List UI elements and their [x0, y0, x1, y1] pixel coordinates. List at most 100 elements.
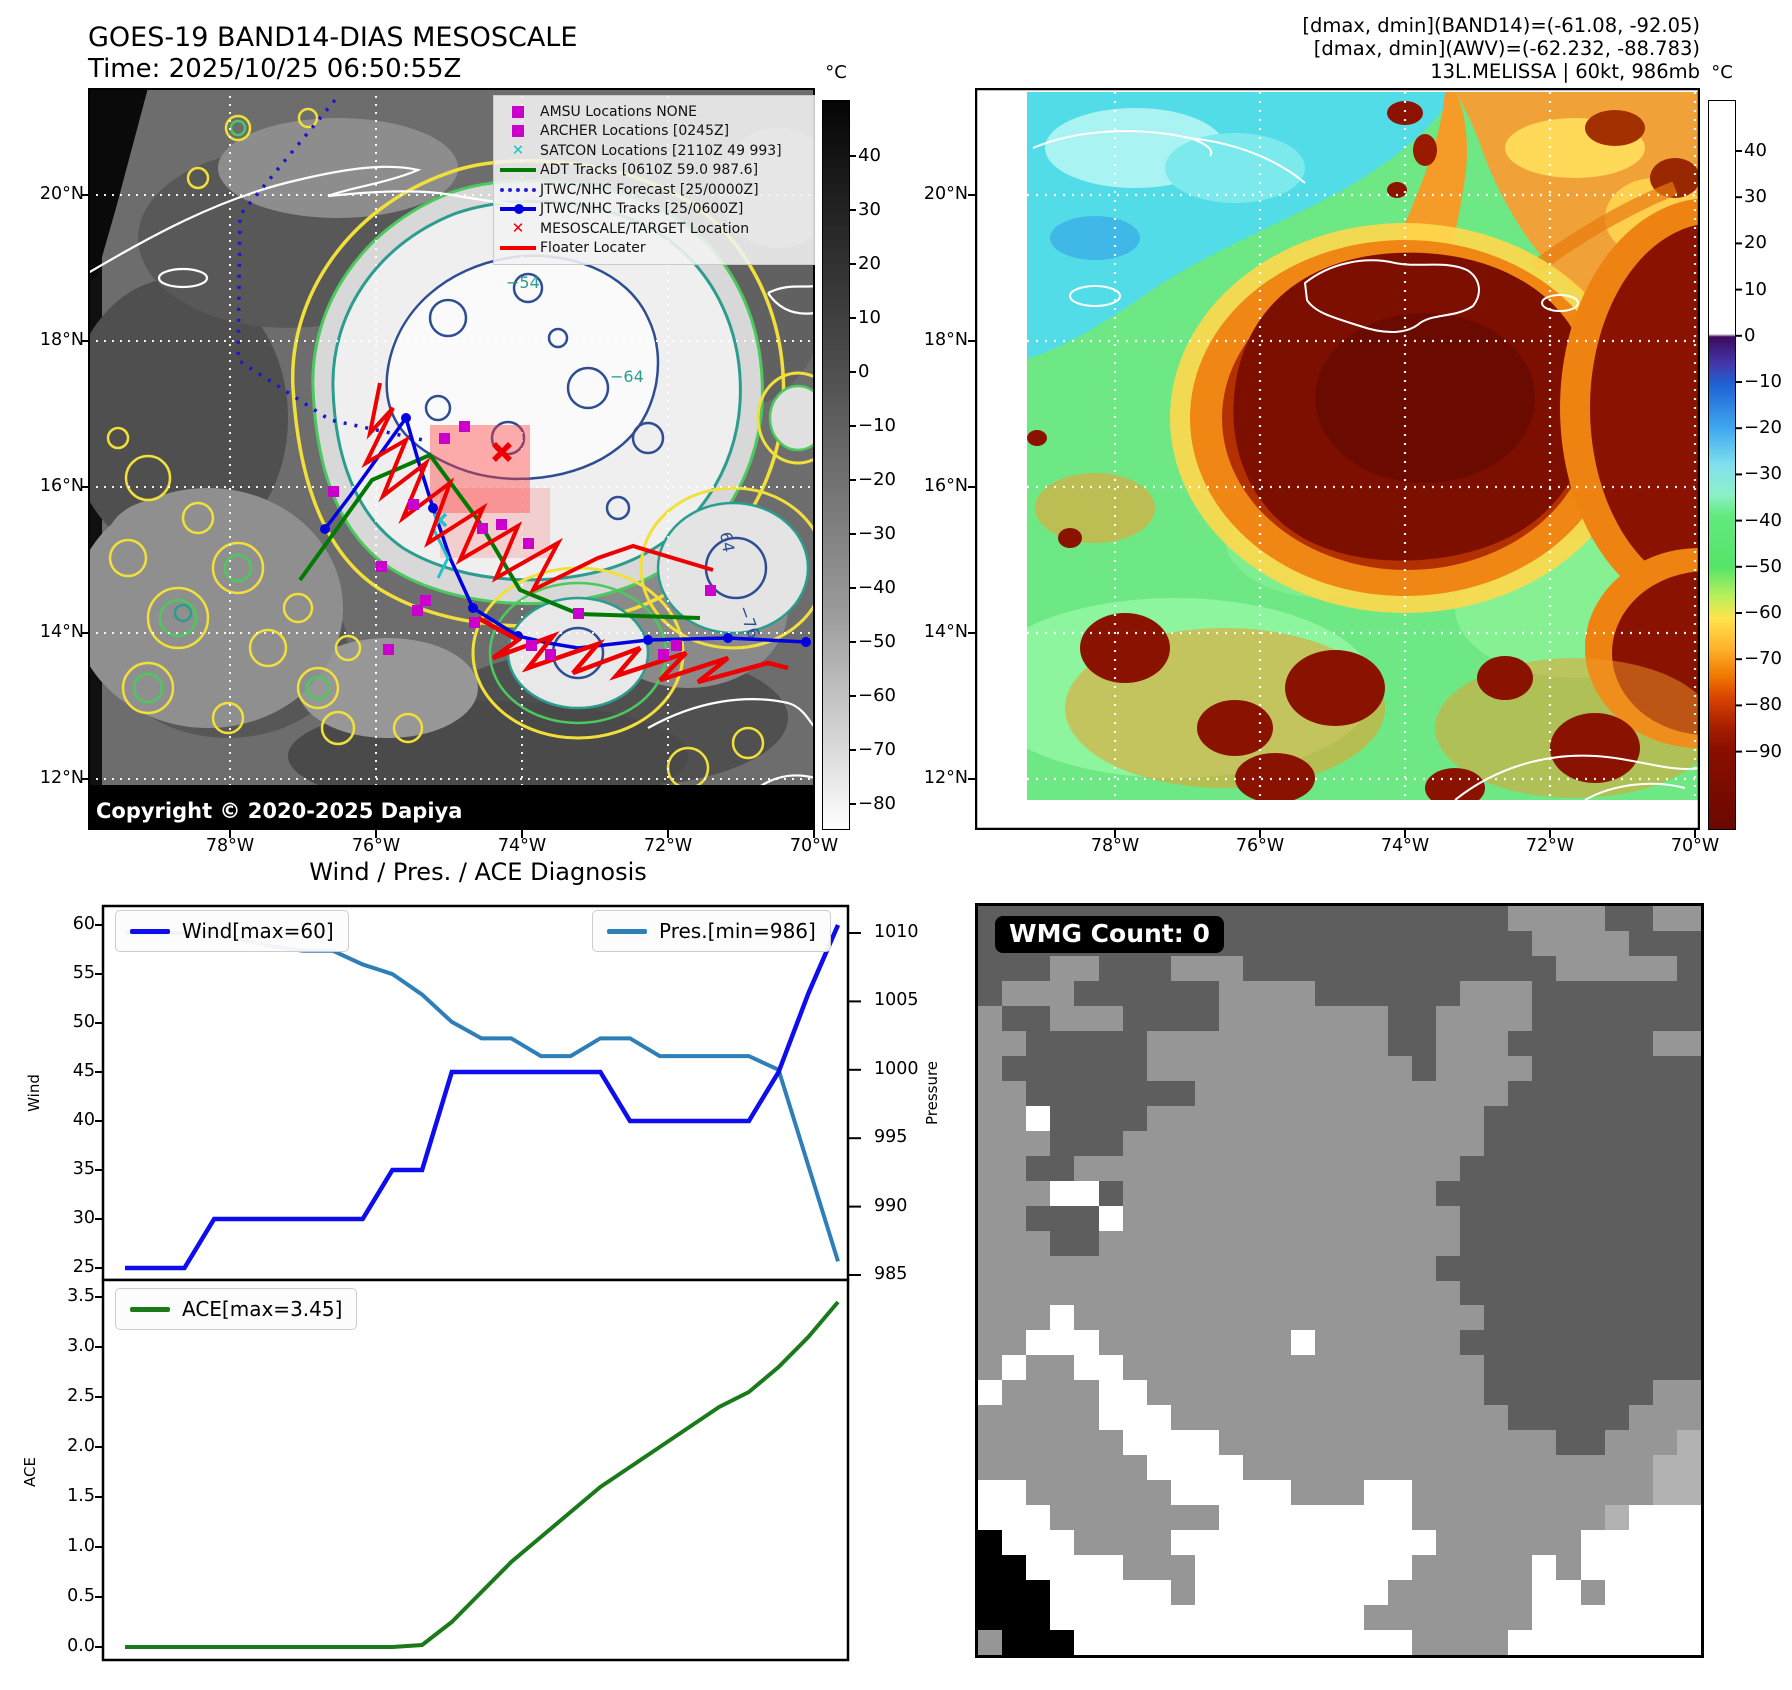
wmg-cell: [1411, 1580, 1436, 1606]
wmg-cell: [1532, 906, 1557, 931]
wmg-cell: [1435, 1430, 1460, 1456]
map-legend: AMSU Locations NONE ARCHER Locations [024…: [493, 95, 815, 265]
wmg-cell: [1532, 1155, 1557, 1181]
wmg-cell: [1243, 1455, 1268, 1481]
wmg-cell: [1267, 980, 1292, 1006]
wmg-cell: [1194, 1130, 1219, 1156]
wmg-cell: [1074, 955, 1099, 981]
storm-id-intensity: 13L.MELISSA | 60kt, 986mb: [1430, 60, 1700, 83]
wmg-cell: [1002, 1055, 1027, 1081]
wmg-cell: [1170, 1330, 1195, 1356]
wmg-cell: [1628, 1405, 1653, 1431]
wmg-cell: [1363, 1205, 1388, 1231]
wmg-cell: [1411, 1380, 1436, 1406]
wmg-cell: [1243, 1505, 1268, 1531]
wmg-cell: [1652, 1080, 1677, 1106]
wmg-cell: [1339, 1130, 1364, 1156]
wmg-cell: [1652, 1105, 1677, 1131]
wmg-cell: [1098, 1155, 1123, 1181]
dotted-icon: [496, 181, 540, 199]
wmg-cell: [1435, 1080, 1460, 1106]
pres-legend-label: Pres.[min=986]: [659, 919, 816, 943]
wmg-cell: [1484, 1305, 1509, 1331]
wmg-cell: [1363, 1505, 1388, 1531]
wmg-cell: [1026, 1480, 1051, 1506]
wmg-cell: [1460, 1030, 1485, 1056]
wmg-cell: [1532, 1455, 1557, 1481]
wmg-cell: [978, 1180, 1003, 1206]
wmg-cell: [1676, 1155, 1701, 1181]
wmg-cell: [1098, 1605, 1123, 1631]
colorbar-tick-label: −60: [1744, 602, 1782, 623]
wmg-cell: [1435, 1130, 1460, 1156]
wmg-cell: [1435, 906, 1460, 931]
wmg-cell: [1411, 1630, 1436, 1655]
wmg-cell: [1411, 1255, 1436, 1281]
legend-item: AMSU Locations NONE: [496, 102, 810, 122]
wmg-cell: [1508, 1580, 1533, 1606]
wmg-cell: [1146, 1180, 1171, 1206]
wmg-cell: [1026, 1555, 1051, 1581]
wmg-cell: [1002, 1005, 1027, 1031]
wmg-cell: [1604, 1030, 1629, 1056]
wmg-cell: [1194, 1005, 1219, 1031]
lon-tick-label: 76°W: [1235, 836, 1285, 856]
wmg-cell: [978, 1330, 1003, 1356]
wmg-cell: [1387, 1080, 1412, 1106]
wmg-cell: [1435, 1055, 1460, 1081]
wmg-cell: [1435, 980, 1460, 1006]
wmg-cell: [1098, 1080, 1123, 1106]
wmg-cell: [1291, 1530, 1316, 1556]
wmg-cell: [1267, 1130, 1292, 1156]
wmg-cell: [1339, 1505, 1364, 1531]
wmg-cell: [1243, 1480, 1268, 1506]
wmg-cell: [1411, 1030, 1436, 1056]
wmg-cell: [1098, 1405, 1123, 1431]
wmg-cell: [1676, 1105, 1701, 1131]
wmg-cell: [1580, 1230, 1605, 1256]
lon-tick-label: 78°W: [205, 836, 255, 856]
wmg-cell: [1219, 1155, 1244, 1181]
wmg-cell: [1267, 1430, 1292, 1456]
wmg-cell: [1194, 1505, 1219, 1531]
wmg-cell: [1628, 1280, 1653, 1306]
wmg-cell: [1339, 1055, 1364, 1081]
wmg-cell: [1050, 1305, 1075, 1331]
wmg-cell: [1387, 1255, 1412, 1281]
wmg-cell: [1435, 1605, 1460, 1631]
wmg-cell: [1098, 1280, 1123, 1306]
line-icon: [496, 161, 540, 179]
wmg-cell: [1363, 1605, 1388, 1631]
wmg-cell: [1508, 1255, 1533, 1281]
wmg-cell: [1122, 1530, 1147, 1556]
wmg-cell: [978, 1530, 1003, 1556]
wmg-cell: [1628, 930, 1653, 956]
colorbar-tick-label: −40: [1744, 509, 1782, 531]
wmg-cell: [1532, 930, 1557, 956]
wmg-cell: [1580, 1555, 1605, 1581]
wmg-cell: [1580, 1080, 1605, 1106]
wmg-cell: [1676, 1130, 1701, 1156]
colorbar-tick-label: 0: [1744, 324, 1756, 346]
wmg-cell: [1122, 1630, 1147, 1655]
wmg-cell: [1556, 980, 1581, 1006]
wmg-cell: [1652, 1480, 1677, 1506]
wmg-cell: [1315, 930, 1340, 956]
wmg-cell: [1580, 1005, 1605, 1031]
lat-tick-label: 16°N: [923, 476, 968, 496]
wmg-cell: [1363, 1130, 1388, 1156]
wmg-cell: [1556, 1280, 1581, 1306]
wmg-cell: [1532, 1605, 1557, 1631]
wmg-cell: [1002, 1430, 1027, 1456]
colorbar-tick-label: −80: [858, 793, 896, 814]
wmg-cell: [1219, 1205, 1244, 1231]
wmg-cell: [1291, 1205, 1316, 1231]
wmg-cell: [1604, 1505, 1629, 1531]
wind-legend-swatch: [130, 928, 170, 934]
wmg-cell: [978, 1580, 1003, 1606]
wmg-cell: [1532, 1180, 1557, 1206]
wmg-cell: [1411, 980, 1436, 1006]
wmg-cell: [1484, 1330, 1509, 1356]
wmg-cell: [1556, 1605, 1581, 1631]
wmg-cell: [1532, 1305, 1557, 1331]
